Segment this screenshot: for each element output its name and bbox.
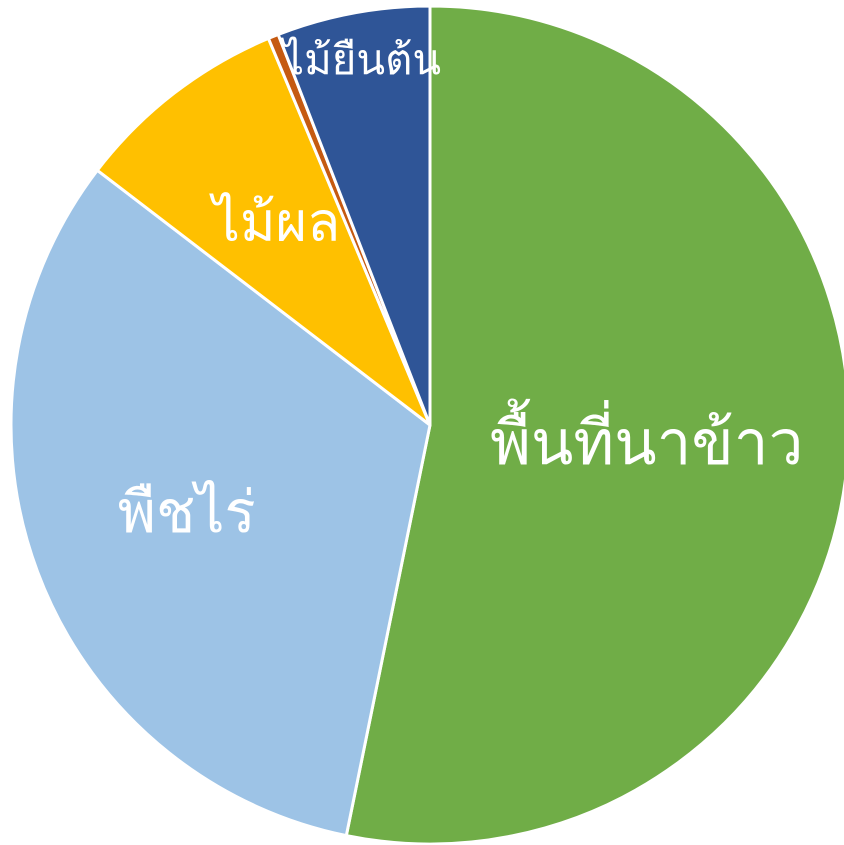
pie-slice (95, 36, 432, 427)
slice-label: พืชไร่ (118, 478, 256, 546)
pie-slice (276, 4, 432, 427)
slice-label: ไม้ยืนต้น (280, 35, 441, 84)
slice-label: ไม้ผล (209, 191, 341, 254)
pie-slice (344, 4, 844, 845)
pie-slice (9, 168, 432, 838)
slice-label: พื้นที่นาข้าว (490, 398, 803, 479)
